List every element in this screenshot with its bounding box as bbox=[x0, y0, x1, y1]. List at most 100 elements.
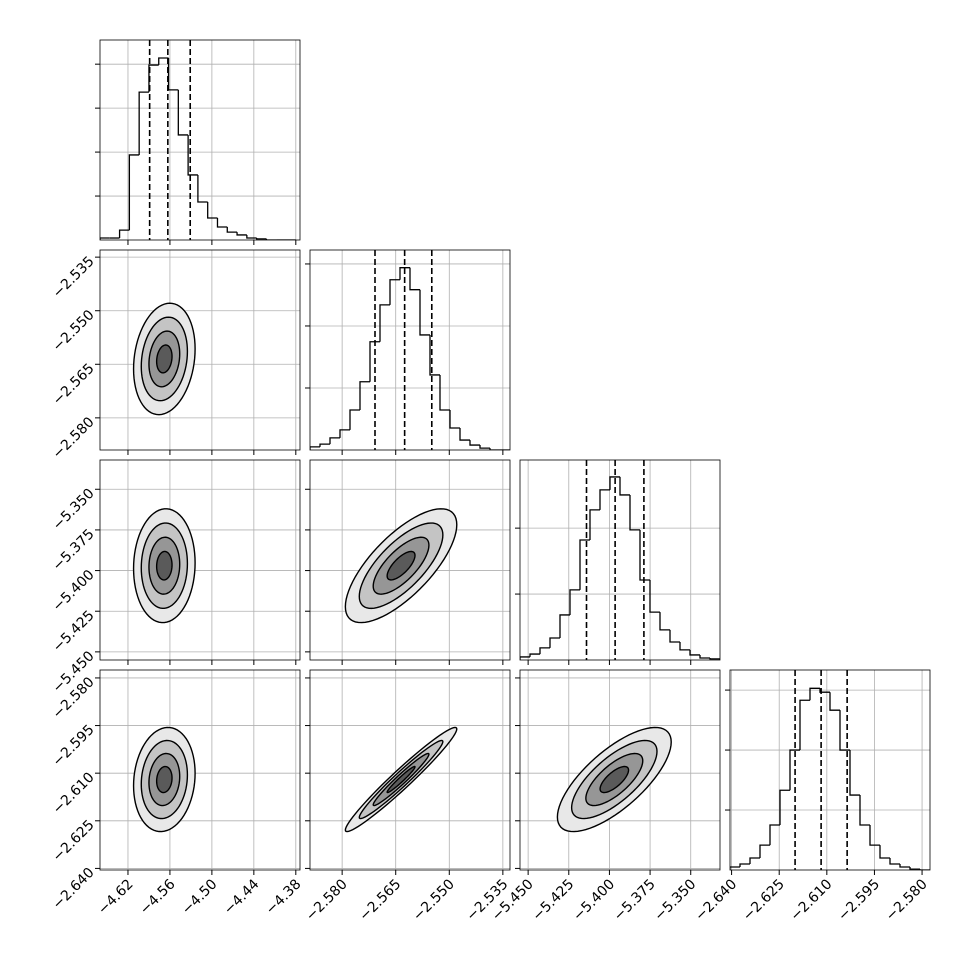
histogram bbox=[730, 670, 930, 870]
contours bbox=[132, 302, 196, 416]
histogram-step bbox=[859, 795, 870, 826]
histogram-step bbox=[739, 863, 750, 868]
histogram-step bbox=[310, 446, 320, 450]
histogram-step bbox=[100, 237, 110, 240]
histogram-step bbox=[255, 238, 267, 240]
histogram-step bbox=[520, 656, 530, 660]
histogram-step bbox=[659, 612, 670, 631]
panel-frame bbox=[729, 669, 931, 871]
contour bbox=[386, 550, 416, 581]
contour bbox=[386, 765, 416, 794]
histogram-step bbox=[639, 529, 650, 581]
y-tick-label: −2.595 bbox=[50, 722, 98, 770]
histogram-step bbox=[429, 334, 440, 376]
histogram-step bbox=[399, 267, 410, 280]
histogram-step bbox=[759, 844, 770, 859]
panel-frame bbox=[99, 459, 301, 661]
density-panel: −2.580 −2.565 −2.550 −2.535 bbox=[50, 249, 301, 462]
histogram-step bbox=[749, 857, 760, 865]
histogram-step bbox=[799, 699, 810, 751]
y-tick-label: −2.580 bbox=[50, 414, 98, 462]
x-tick-label: −4.44 bbox=[221, 876, 263, 918]
histogram-step bbox=[339, 429, 350, 438]
histogram-step bbox=[869, 825, 880, 846]
histogram bbox=[100, 40, 296, 240]
histogram-panel: −2.640 −2.625 −2.610 −2.595 −2.580 bbox=[692, 669, 931, 924]
x-tick-label: −2.610 bbox=[788, 876, 836, 924]
histogram-step bbox=[379, 304, 390, 342]
y-tick-label: −2.535 bbox=[50, 253, 98, 301]
histogram-step bbox=[265, 238, 277, 240]
histogram-step bbox=[769, 824, 780, 846]
histogram-step bbox=[236, 232, 247, 236]
contour bbox=[155, 765, 173, 794]
contours bbox=[344, 726, 458, 833]
x-tick-label: −2.640 bbox=[692, 876, 740, 924]
histogram-panel bbox=[305, 249, 511, 455]
histogram-step bbox=[246, 234, 257, 239]
panel-frame bbox=[99, 249, 301, 451]
y-tick-label: −2.565 bbox=[50, 361, 98, 409]
x-tick-label: −2.550 bbox=[410, 876, 458, 924]
y-tick-label: −5.350 bbox=[50, 486, 98, 534]
y-tick-label: −2.640 bbox=[50, 865, 98, 913]
histogram-panel bbox=[95, 39, 301, 245]
contour bbox=[599, 765, 630, 794]
x-tick-label: −5.375 bbox=[611, 876, 659, 924]
histogram-step bbox=[439, 374, 450, 411]
histogram-step bbox=[599, 489, 610, 510]
density-panel: −5.450−5.425−5.400−5.375−5.350 bbox=[489, 669, 721, 924]
density-panel: −5.450−5.425−5.400−5.375−5.350 bbox=[50, 459, 301, 696]
histogram-step bbox=[177, 89, 189, 136]
histogram-step bbox=[579, 539, 590, 590]
histogram-step bbox=[829, 692, 840, 711]
x-tick-label: −2.580 bbox=[883, 876, 931, 924]
histogram-step bbox=[689, 649, 700, 656]
histogram-step bbox=[479, 445, 490, 449]
histogram-step bbox=[649, 580, 660, 613]
histogram-step bbox=[629, 494, 640, 531]
x-tick-label: −2.580 bbox=[303, 876, 351, 924]
histogram-step bbox=[197, 174, 208, 203]
histogram-step bbox=[389, 279, 400, 305]
y-tick-label: −5.400 bbox=[50, 567, 98, 615]
histogram-step bbox=[449, 410, 460, 429]
contours bbox=[132, 726, 196, 833]
histogram-step bbox=[899, 864, 910, 868]
histogram-step bbox=[158, 57, 169, 66]
y-tick-label: −2.625 bbox=[50, 817, 98, 865]
x-tick-label: −4.50 bbox=[179, 876, 221, 918]
histogram-step bbox=[709, 658, 720, 660]
histogram-step bbox=[879, 845, 890, 859]
histogram-step bbox=[679, 641, 690, 651]
histogram-step bbox=[369, 341, 380, 382]
y-tick-label: −5.375 bbox=[50, 526, 98, 574]
histogram-step bbox=[118, 229, 130, 239]
histogram-step bbox=[909, 867, 920, 870]
histogram-step bbox=[819, 688, 830, 693]
histogram-step bbox=[669, 629, 680, 643]
histogram-step bbox=[609, 476, 620, 490]
density-panel bbox=[305, 459, 511, 665]
panel-frame bbox=[309, 249, 511, 451]
y-tick-label: −5.425 bbox=[50, 608, 98, 656]
histogram-step bbox=[549, 637, 560, 648]
histogram-step bbox=[919, 869, 930, 870]
histogram-step bbox=[409, 267, 420, 291]
y-tick-label: −2.550 bbox=[50, 307, 98, 355]
histogram-step bbox=[489, 448, 500, 450]
histogram-step bbox=[419, 289, 430, 336]
histogram-step bbox=[319, 443, 330, 447]
histogram-step bbox=[730, 866, 740, 870]
x-tick-label: −4.38 bbox=[263, 876, 305, 918]
x-tick-label: −2.625 bbox=[740, 876, 788, 924]
histogram-step bbox=[619, 476, 630, 496]
histogram-step bbox=[226, 227, 238, 233]
histogram-step bbox=[569, 589, 580, 615]
histogram-step bbox=[128, 154, 140, 231]
x-tick-label: −5.350 bbox=[651, 876, 699, 924]
histogram-step bbox=[469, 440, 480, 446]
histogram-step bbox=[849, 750, 860, 796]
y-tick-label: −2.610 bbox=[50, 770, 98, 818]
